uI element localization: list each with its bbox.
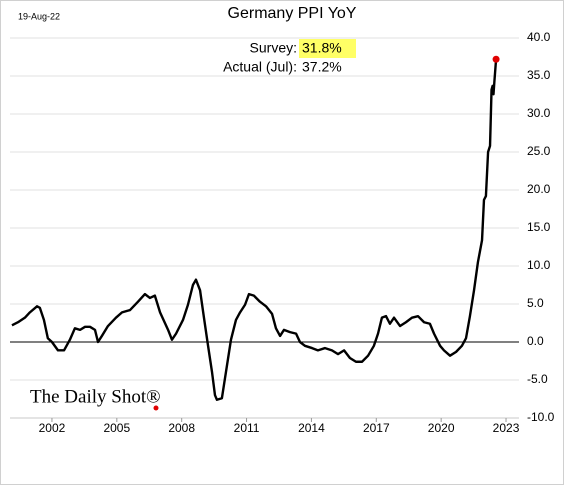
highlight — [299, 39, 356, 58]
source-logo: The Daily Shot® — [30, 386, 161, 407]
x-tick-label: 2014 — [298, 421, 325, 435]
y-tick-label: -10.0 — [527, 410, 555, 424]
chart-title: Germany PPI YoY — [228, 5, 357, 22]
y-tick-label: 30.0 — [527, 106, 551, 120]
annotation-value: 37.2% — [302, 59, 342, 75]
x-tick-label: 2008 — [168, 421, 195, 435]
y-tick-label: 0.0 — [527, 334, 544, 348]
plot — [11, 55, 500, 401]
y-tick-label: 35.0 — [527, 68, 551, 82]
y-tick-label: 20.0 — [527, 182, 551, 196]
last-point-marker — [492, 55, 500, 63]
annotation-label: Actual (Jul): — [223, 59, 297, 75]
y-tick-label: 5.0 — [527, 296, 544, 310]
x-tick-label: 2023 — [493, 421, 520, 435]
y-tick-label: -5.0 — [527, 372, 548, 386]
y-tick-label: 10.0 — [527, 258, 551, 272]
annotation-label: Survey: — [250, 40, 297, 56]
y-tick-label: 25.0 — [527, 144, 551, 158]
y-tick-label: 40.0 — [527, 30, 551, 44]
series-line — [11, 59, 498, 401]
logo-dot — [153, 405, 159, 411]
x-tick-label: 2011 — [234, 421, 260, 435]
grid: -10.0 -5.0 0.0 5.0 10.0 15.0 20.0 25.0 30.0 35.0 4… — [10, 30, 555, 435]
x-tick-label: 2020 — [428, 421, 455, 435]
x-tick-label: 2002 — [39, 421, 66, 435]
annotation-value: 31.8% — [302, 40, 342, 56]
x-tick-label: 2005 — [103, 421, 130, 435]
x-tick-label: 2017 — [363, 421, 390, 435]
date-label: 19-Aug-22 — [18, 11, 60, 21]
y-tick-label: 15.0 — [527, 220, 551, 234]
